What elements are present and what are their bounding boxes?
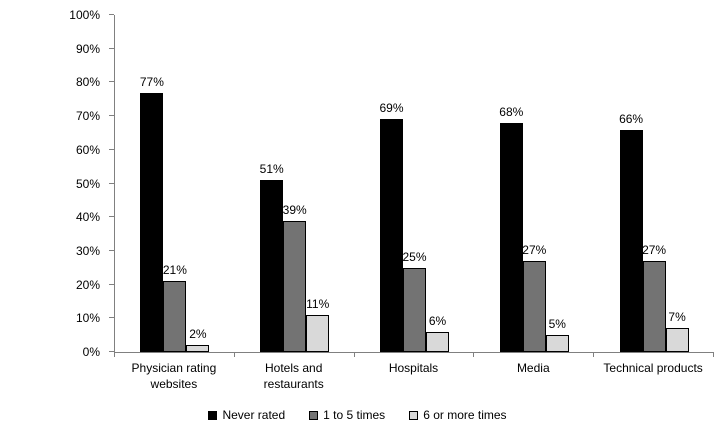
bar-value-label: 21% <box>162 263 187 278</box>
bar-wrap: 2% <box>186 15 210 352</box>
x-tick-mark <box>473 353 475 357</box>
bar <box>642 261 666 352</box>
bar <box>283 220 307 352</box>
bar-value-label: 27% <box>642 243 667 258</box>
bar-wrap: 77% <box>139 15 164 352</box>
bar-value-label: 66% <box>619 111 644 126</box>
bar <box>163 281 187 352</box>
y-tick-mark <box>109 283 114 285</box>
bar-value-label: 5% <box>548 317 566 332</box>
x-axis-category-label: Physician rating websites <box>131 361 217 391</box>
y-tick-label: 20% <box>75 277 100 292</box>
bar-wrap: 11% <box>306 15 329 352</box>
bar-wrap: 6% <box>425 15 449 352</box>
bar-value-label: 6% <box>428 313 447 328</box>
x-axis-category-label: Media <box>516 361 550 375</box>
bar-value-label: 11% <box>306 296 330 311</box>
y-tick-mark <box>109 115 114 117</box>
y-tick-label: 10% <box>75 311 100 326</box>
bar-value-label: 68% <box>499 104 524 119</box>
bar-group: 69% 25% 6% <box>355 15 475 352</box>
legend-swatch-icon <box>409 410 419 420</box>
bar-wrap: 51% <box>259 15 284 352</box>
y-tick-label: 30% <box>75 243 100 258</box>
bar-value-label: 51% <box>259 162 284 177</box>
x-axis-labels: Physician rating websites Hotels and rest… <box>114 360 713 392</box>
x-tick-mark <box>353 353 355 357</box>
y-tick-mark <box>109 351 114 352</box>
y-tick-label: 70% <box>75 109 100 124</box>
bar-wrap: 39% <box>282 15 307 352</box>
bar-wrap: 27% <box>522 15 547 352</box>
y-tick-mark <box>109 148 114 150</box>
bar-value-label: 27% <box>522 243 547 258</box>
y-tick-mark <box>109 249 114 251</box>
bar <box>522 261 546 352</box>
bar-wrap: 66% <box>619 15 644 352</box>
bar-wrap: 25% <box>402 15 427 352</box>
y-tick-label: 60% <box>75 142 100 157</box>
legend-swatch-icon <box>208 410 218 420</box>
bar-wrap: 27% <box>642 15 667 352</box>
bar <box>665 328 689 352</box>
bar <box>260 180 284 352</box>
x-tick-mark <box>114 353 115 357</box>
x-tick-mark <box>593 353 595 357</box>
bar <box>619 129 643 352</box>
bar-value-label: 7% <box>668 310 686 325</box>
y-tick-label: 40% <box>75 210 100 225</box>
y-tick-mark <box>109 14 114 15</box>
bar <box>379 119 403 352</box>
bar-wrap: 68% <box>499 15 524 352</box>
bar-wrap: 21% <box>162 15 187 352</box>
bar-value-label: 69% <box>379 101 404 116</box>
y-tick-mark <box>109 182 114 184</box>
x-tick-mark <box>233 353 235 357</box>
legend-item: 1 to 5 times <box>309 408 385 422</box>
y-tick-label: 0% <box>82 345 100 359</box>
bar <box>499 122 523 352</box>
bar <box>186 345 210 352</box>
y-tick-label: 90% <box>75 41 100 56</box>
bar <box>306 314 330 352</box>
legend-label: Never rated <box>222 408 286 422</box>
y-tick-mark <box>109 216 114 218</box>
plot-area: 77% 21% 2% 51% 39% 11% 69% 25% 6% 68% 27% 5% 66% 27% 7… <box>114 15 714 353</box>
bar-wrap: 69% <box>379 15 404 352</box>
x-tick-mark <box>713 353 714 357</box>
bar-wrap: 7% <box>665 15 689 352</box>
bar-value-label: 25% <box>402 249 427 264</box>
bar-value-label: 77% <box>139 74 164 89</box>
y-axis: 0% 10% 20% 30% 40% 50% 60% 70% 80% 90% 100% <box>0 9 114 358</box>
y-tick-mark <box>109 47 114 49</box>
bar <box>545 335 569 352</box>
y-tick-mark <box>109 317 114 319</box>
legend-swatch-icon <box>309 410 319 420</box>
legend: Never rated 1 to 5 times 6 or more times <box>0 408 715 422</box>
bar-wrap: 5% <box>545 15 569 352</box>
bar-group: 51% 39% 11% <box>235 15 355 352</box>
bar <box>425 331 449 352</box>
legend-item: Never rated <box>208 408 285 422</box>
bar <box>402 267 426 352</box>
y-tick-label: 80% <box>75 75 100 90</box>
bar-group: 66% 27% 7% <box>594 15 714 352</box>
bar-value-label: 2% <box>189 327 207 342</box>
x-axis-category-label: Hotels and restaurants <box>263 361 324 391</box>
bar-group: 77% 21% 2% <box>115 15 235 352</box>
y-tick-label: 100% <box>69 8 100 22</box>
legend-label: 1 to 5 times <box>323 408 386 422</box>
x-axis-category-label: Technical products <box>603 361 703 375</box>
bar-value-label: 39% <box>282 202 307 217</box>
bar-group: 68% 27% 5% <box>474 15 594 352</box>
legend-item: 6 or more times <box>409 408 507 422</box>
bar <box>140 92 164 352</box>
x-axis-category-label: Hospitals <box>388 361 439 375</box>
y-tick-label: 50% <box>75 176 100 191</box>
y-tick-mark <box>109 81 114 83</box>
legend-label: 6 or more times <box>423 408 507 422</box>
